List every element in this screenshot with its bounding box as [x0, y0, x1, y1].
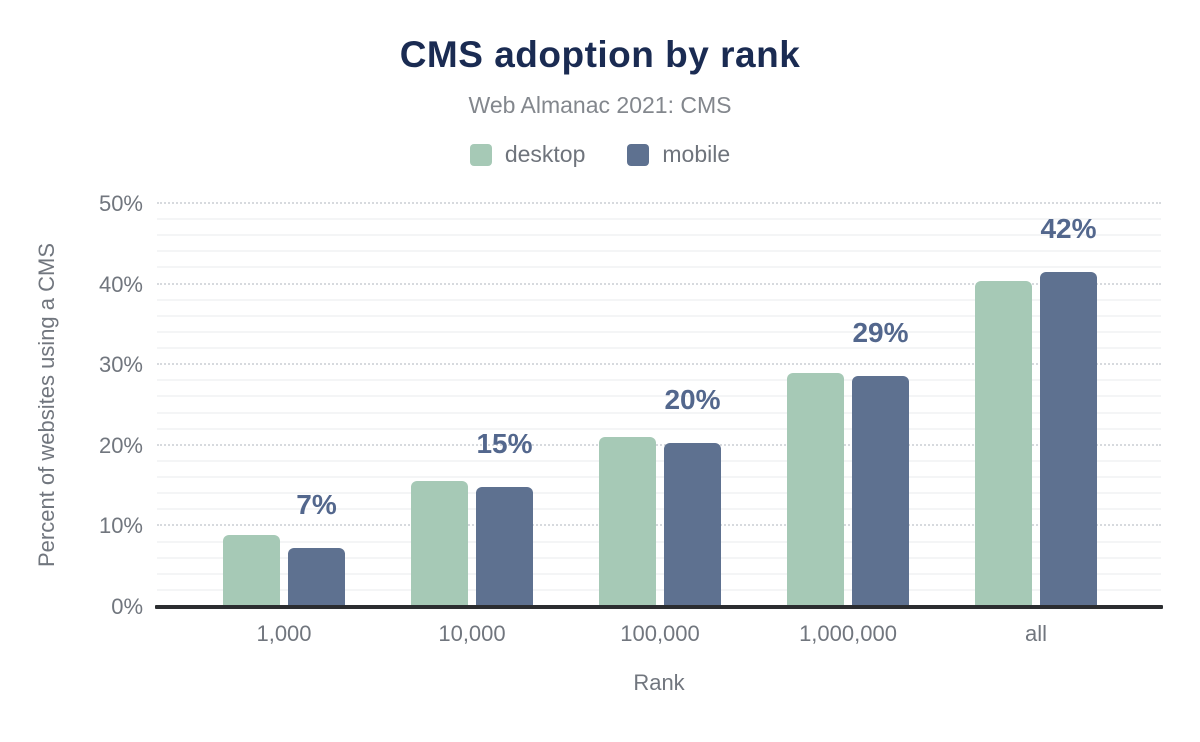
gridline-major-30: [157, 363, 1161, 366]
gridline-minor-12: [157, 508, 1161, 511]
y-tick-0%: 0%: [111, 594, 143, 619]
gridline-minor-28: [157, 379, 1161, 382]
bar-desktop-1,000: [223, 535, 280, 607]
chart-title: CMS adoption by rank: [399, 34, 801, 75]
data-label-all: 42%: [1040, 212, 1097, 244]
gridline-minor-32: [157, 347, 1161, 350]
gridline-major-10: [157, 524, 1161, 527]
x-tick-100,000: 100,000: [620, 621, 700, 646]
bar-desktop-10,000: [411, 481, 468, 607]
bar-mobile-10,000: [476, 486, 533, 607]
gridline-minor-8: [157, 540, 1161, 543]
gridline-minor-34: [157, 330, 1161, 333]
legend-label-mobile: mobile: [662, 141, 731, 167]
gridline-major-50: [157, 202, 1161, 204]
data-label-1,000: 7%: [296, 489, 337, 521]
gridline-minor-4: [157, 572, 1161, 575]
y-tick-30%: 30%: [98, 352, 143, 378]
data-label-1,000,000: 29%: [852, 316, 909, 348]
gridline-minor-42: [157, 266, 1161, 269]
gridline-minor-44: [157, 250, 1161, 253]
legend-item-mobile: mobile: [627, 141, 730, 168]
x-tick-1,000: 1,000: [256, 621, 312, 646]
x-tick-all: all: [1024, 621, 1048, 646]
data-label-10,000: 15%: [476, 427, 533, 459]
legend: desktop mobile: [0, 141, 1200, 168]
gridline-minor-14: [157, 492, 1161, 495]
data-label-100,000: 20%: [664, 384, 721, 416]
gridline-minor-2: [157, 588, 1161, 591]
legend-item-desktop: desktop: [469, 141, 586, 168]
x-axis-line: [155, 605, 1163, 609]
gridline-major-20: [157, 443, 1161, 446]
gridline-minor-6: [157, 556, 1161, 559]
legend-label-desktop: desktop: [504, 141, 586, 167]
bar-mobile-1,000: [288, 548, 345, 607]
x-tick-1,000,000: 1,000,000: [799, 621, 897, 646]
y-tick-20%: 20%: [98, 432, 143, 458]
bar-desktop-1,000,000: [787, 373, 844, 607]
y-tick-50%: 50%: [98, 191, 143, 216]
gridline-minor-36: [157, 314, 1161, 317]
x-axis-title: Rank: [633, 670, 685, 695]
gridline-minor-18: [157, 459, 1161, 462]
bar-desktop-100,000: [599, 436, 656, 607]
gridline-minor-22: [157, 427, 1161, 430]
y-tick-40%: 40%: [98, 271, 143, 297]
gridline-minor-46: [157, 234, 1161, 237]
x-tick-10,000: 10,000: [438, 621, 506, 646]
gridline-major-40: [157, 282, 1161, 285]
y-tick-10%: 10%: [98, 513, 143, 539]
gridline-minor-16: [157, 476, 1161, 479]
desktop-swatch-icon: [469, 143, 492, 166]
bar-mobile-1,000,000: [852, 375, 909, 607]
bar-desktop-all: [975, 281, 1032, 607]
bar-mobile-all: [1040, 271, 1097, 607]
chart-subtitle: Web Almanac 2021: CMS: [468, 92, 732, 118]
gridline-minor-38: [157, 298, 1161, 301]
bar-mobile-100,000: [664, 443, 721, 607]
gridline-minor-24: [157, 411, 1161, 414]
plot-area: 7% 15% 20% 29% 42%: [157, 202, 1161, 607]
mobile-swatch-icon: [627, 143, 650, 166]
gridline-minor-48: [157, 218, 1161, 221]
gridline-minor-26: [157, 395, 1161, 398]
